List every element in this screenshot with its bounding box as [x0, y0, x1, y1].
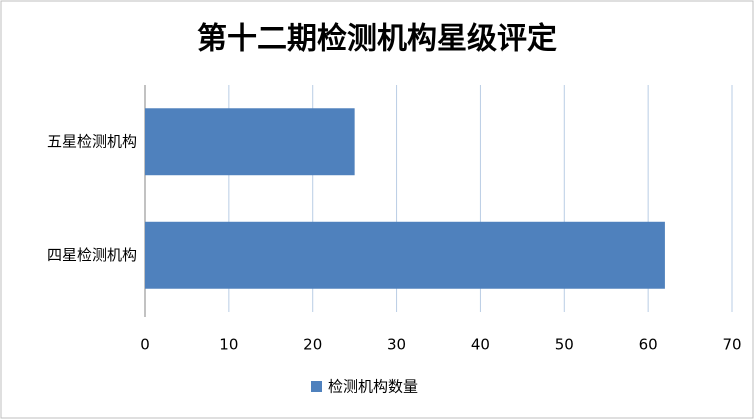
x-tick-label: 60 — [639, 336, 658, 354]
x-tick-label: 70 — [722, 336, 741, 354]
x-tick-label: 20 — [303, 336, 322, 354]
chart-title: 第十二期检测机构星级评定 — [197, 22, 557, 57]
x-tick-label: 30 — [387, 336, 406, 354]
y-tick-label: 五星检测机构 — [47, 132, 137, 150]
y-tick-label: 四星检测机构 — [47, 246, 137, 264]
bar — [145, 221, 665, 289]
x-tick-label: 10 — [219, 336, 238, 354]
bar — [145, 108, 355, 176]
legend-label: 检测机构数量 — [328, 378, 418, 396]
legend-swatch — [311, 381, 322, 392]
x-tick-label: 0 — [140, 336, 150, 354]
x-tick-label: 40 — [471, 336, 490, 354]
x-tick-label: 50 — [555, 336, 574, 354]
